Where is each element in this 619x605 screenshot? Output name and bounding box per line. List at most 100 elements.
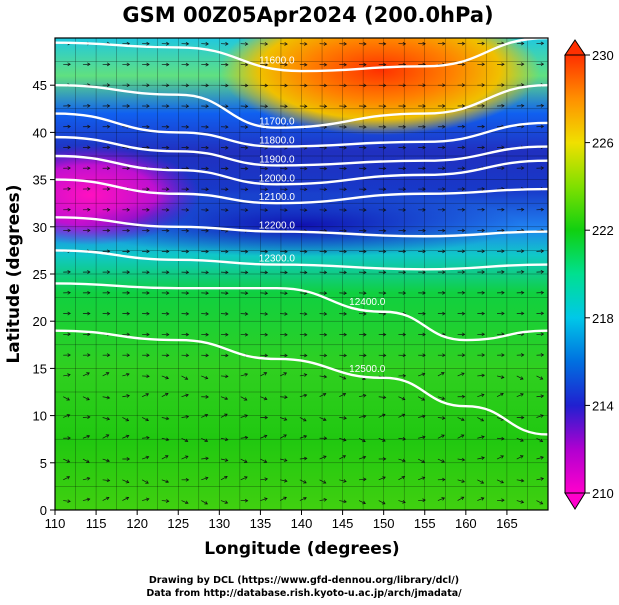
wind-arrow xyxy=(319,417,327,421)
wind-arrow xyxy=(516,437,524,442)
wind-arrow-head xyxy=(362,414,367,419)
wind-arrow xyxy=(536,456,544,460)
wind-arrow-head xyxy=(303,373,308,377)
wind-arrow-head xyxy=(304,166,308,171)
wind-arrow-head xyxy=(185,270,190,275)
wind-arrow-head xyxy=(185,393,189,398)
wind-arrow-head xyxy=(323,42,328,46)
wind-arrow xyxy=(299,435,307,439)
wind-arrow-head xyxy=(126,104,131,108)
wind-arrow xyxy=(82,372,90,377)
wind-arrow-head xyxy=(205,166,209,171)
wind-arrow xyxy=(82,435,90,439)
wind-arrow xyxy=(122,395,130,398)
wind-arrow xyxy=(418,415,426,418)
wind-arrow-head xyxy=(87,290,91,295)
wind-arrow-head xyxy=(125,417,130,422)
wind-arrow-head xyxy=(402,500,406,504)
wind-arrow xyxy=(516,479,524,482)
wind-arrow xyxy=(260,435,267,439)
wind-arrow-head xyxy=(86,459,90,463)
wind-arrow-head xyxy=(441,497,446,501)
wind-arrow-head xyxy=(304,270,308,275)
colorbar: 210 214 218 222 226 230 xyxy=(564,39,614,510)
wind-arrow xyxy=(358,394,366,398)
colorbar-tick-label: 222 xyxy=(592,223,614,238)
contour-label: 12400.0 xyxy=(349,297,386,308)
wind-arrow-head xyxy=(323,374,328,379)
wind-arrow xyxy=(102,417,110,420)
wind-arrow-head xyxy=(342,455,347,459)
wind-arrow-head xyxy=(382,291,387,295)
wind-arrow xyxy=(457,417,465,421)
wind-arrow xyxy=(102,434,109,439)
wind-arrow-head xyxy=(264,166,269,171)
wind-arrow-head xyxy=(501,353,505,357)
height-contours: 11600.0 11700.0 11800.0 11900.0 12000.0 12100… xyxy=(55,38,548,436)
wind-arrow-head xyxy=(381,501,386,505)
wind-arrow-head xyxy=(363,312,367,316)
wind-arrow xyxy=(536,500,543,505)
wind-arrow xyxy=(496,393,504,398)
wind-arrow xyxy=(418,476,425,481)
wind-arrow-head xyxy=(284,83,288,88)
wind-arrow xyxy=(63,396,70,401)
wind-arrow-head xyxy=(343,332,347,337)
wind-arrow-head xyxy=(106,166,111,171)
wind-arrow-head xyxy=(382,83,387,88)
contour-line xyxy=(55,249,548,271)
wind-arrow-head xyxy=(402,332,407,337)
wind-arrow-head xyxy=(481,435,485,439)
wind-arrow-head xyxy=(106,416,111,421)
contour-label: 11700.0 xyxy=(259,117,295,128)
wind-arrow-head xyxy=(87,124,91,129)
wind-arrow-head xyxy=(126,207,131,212)
wind-arrow xyxy=(161,455,169,460)
wind-arrow-head xyxy=(382,187,387,192)
wind-arrow-head xyxy=(304,42,308,46)
wind-arrow-head xyxy=(304,62,308,67)
wind-arrow-head xyxy=(304,83,308,88)
wind-arrow-head xyxy=(106,395,111,400)
wind-arrow xyxy=(181,455,189,460)
wind-arrow-head xyxy=(501,436,505,441)
wind-arrow-head xyxy=(106,228,111,233)
wind-arrow-head xyxy=(540,332,545,337)
y-tick-label: 30 xyxy=(33,220,47,235)
wind-arrow xyxy=(477,417,484,422)
wind-arrow-head xyxy=(165,437,170,442)
wind-arrow-head xyxy=(244,125,249,129)
wind-arrow-head xyxy=(304,208,308,212)
wind-arrow-head xyxy=(480,393,485,397)
wind-arrow xyxy=(201,375,208,379)
wind-arrow-head xyxy=(461,457,466,462)
wind-arrow-head xyxy=(146,228,150,233)
wind-arrow-head xyxy=(422,332,426,337)
wind-arrow-head xyxy=(481,41,486,46)
wind-arrow-head xyxy=(106,207,111,212)
wind-arrow-head xyxy=(421,459,425,463)
wind-arrow-head xyxy=(205,42,209,46)
wind-arrow-head xyxy=(205,208,209,212)
wind-arrow-head xyxy=(461,394,466,399)
wind-arrow-head xyxy=(244,83,249,88)
wind-arrow-head xyxy=(67,499,71,503)
wind-arrow-head xyxy=(67,353,71,357)
wind-arrow-head xyxy=(539,501,544,505)
wind-arrow-head xyxy=(540,477,545,481)
wind-arrow-head xyxy=(322,455,327,459)
wind-arrow-head xyxy=(126,394,130,398)
wind-arrow xyxy=(201,414,208,418)
wind-arrow-head xyxy=(67,62,71,67)
wind-arrow-head xyxy=(86,397,90,401)
x-axis-label: Longitude (degrees) xyxy=(204,539,399,559)
wind-arrow-head xyxy=(87,62,91,67)
wind-arrow-head xyxy=(540,270,545,274)
wind-arrow-head xyxy=(225,312,229,316)
wind-arrow-head xyxy=(244,332,249,337)
wind-arrow-head xyxy=(225,42,229,46)
wind-arrow-head xyxy=(402,208,407,212)
wind-arrow xyxy=(141,393,149,398)
wind-arrow-head xyxy=(540,166,545,170)
